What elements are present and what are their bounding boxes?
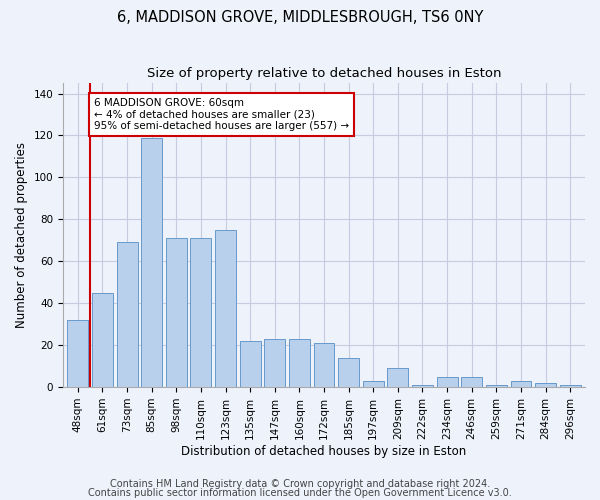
Bar <box>265 339 285 387</box>
Bar <box>363 381 384 387</box>
Bar <box>141 138 162 387</box>
Bar <box>511 381 532 387</box>
Bar <box>116 242 137 387</box>
Bar <box>338 358 359 387</box>
Bar <box>461 376 482 387</box>
Text: 6 MADDISON GROVE: 60sqm
← 4% of detached houses are smaller (23)
95% of semi-det: 6 MADDISON GROVE: 60sqm ← 4% of detached… <box>94 98 349 131</box>
Bar <box>239 341 260 387</box>
Bar <box>166 238 187 387</box>
Bar <box>190 238 211 387</box>
Bar <box>560 385 581 387</box>
Bar <box>92 292 113 387</box>
Text: Contains public sector information licensed under the Open Government Licence v3: Contains public sector information licen… <box>88 488 512 498</box>
Bar <box>215 230 236 387</box>
Bar <box>486 385 507 387</box>
Bar <box>67 320 88 387</box>
Bar <box>437 376 458 387</box>
Y-axis label: Number of detached properties: Number of detached properties <box>15 142 28 328</box>
Text: 6, MADDISON GROVE, MIDDLESBROUGH, TS6 0NY: 6, MADDISON GROVE, MIDDLESBROUGH, TS6 0N… <box>117 10 483 25</box>
Bar <box>535 383 556 387</box>
X-axis label: Distribution of detached houses by size in Eston: Distribution of detached houses by size … <box>181 444 467 458</box>
Bar <box>388 368 409 387</box>
Bar <box>289 339 310 387</box>
Text: Contains HM Land Registry data © Crown copyright and database right 2024.: Contains HM Land Registry data © Crown c… <box>110 479 490 489</box>
Title: Size of property relative to detached houses in Eston: Size of property relative to detached ho… <box>147 68 501 80</box>
Bar <box>314 343 334 387</box>
Bar <box>412 385 433 387</box>
